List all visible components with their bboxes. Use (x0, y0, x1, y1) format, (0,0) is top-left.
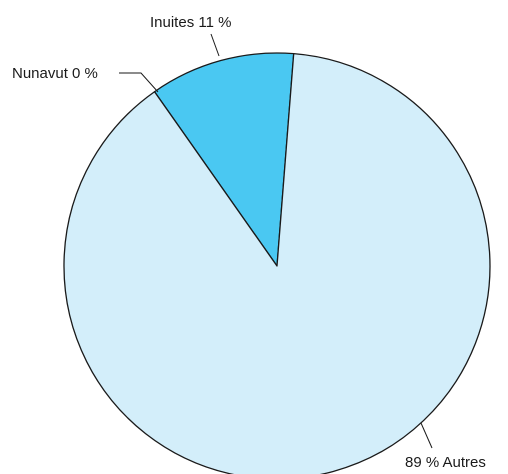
slice-label-autres: 89 % Autres (405, 454, 486, 471)
pie-slice-autres (63, 53, 491, 474)
leader-line-autres (420, 422, 433, 449)
leader-line-inuites (210, 33, 220, 57)
pie-slice-inuites (153, 52, 295, 267)
leader-line-nunavut (119, 72, 159, 93)
slice-label-nunavut: Nunavut 0 % (12, 65, 98, 82)
slice-label-inuites: Inuites 11 % (150, 14, 231, 31)
leader-lines (119, 33, 433, 449)
pie-slices (63, 52, 491, 474)
